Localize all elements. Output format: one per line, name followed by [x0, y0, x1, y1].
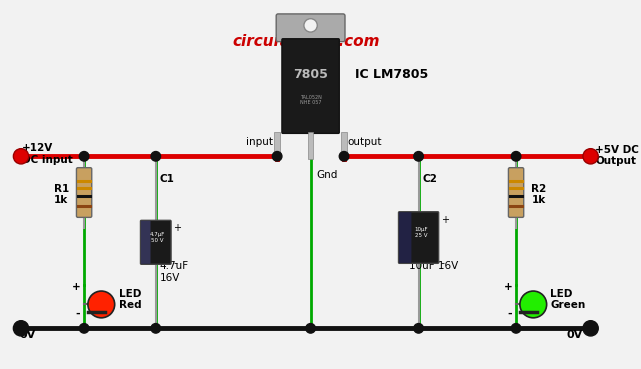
Text: circuit-ideas.com: circuit-ideas.com	[232, 34, 379, 49]
Circle shape	[512, 152, 521, 161]
Text: +: +	[440, 215, 449, 225]
Circle shape	[583, 321, 598, 336]
Text: -: -	[76, 309, 80, 319]
Text: +: +	[503, 282, 512, 293]
Circle shape	[79, 324, 89, 333]
FancyBboxPatch shape	[399, 212, 438, 263]
Text: Gnd: Gnd	[316, 170, 338, 180]
Circle shape	[306, 324, 315, 333]
Circle shape	[339, 152, 349, 161]
Text: output: output	[348, 137, 383, 147]
Circle shape	[414, 324, 423, 333]
Text: 0V: 0V	[19, 330, 35, 340]
FancyBboxPatch shape	[141, 221, 151, 264]
Circle shape	[520, 291, 547, 318]
Circle shape	[79, 152, 89, 161]
Text: 10uF 16V: 10uF 16V	[409, 261, 458, 272]
Text: 4.7µF
50 V: 4.7µF 50 V	[150, 232, 165, 243]
Circle shape	[272, 152, 282, 161]
Circle shape	[13, 149, 29, 164]
FancyBboxPatch shape	[508, 168, 524, 217]
Text: IC LM7805: IC LM7805	[354, 68, 428, 82]
FancyBboxPatch shape	[341, 132, 347, 159]
Circle shape	[583, 149, 598, 164]
Circle shape	[151, 324, 160, 333]
Text: R1
1k: R1 1k	[54, 184, 69, 205]
Circle shape	[414, 152, 423, 161]
Text: 7805: 7805	[293, 68, 328, 82]
FancyBboxPatch shape	[399, 212, 412, 263]
Text: -: -	[173, 259, 177, 269]
Text: 0V: 0V	[567, 330, 583, 340]
FancyBboxPatch shape	[76, 168, 92, 217]
Text: -: -	[440, 258, 445, 268]
Text: +: +	[72, 282, 80, 293]
FancyBboxPatch shape	[282, 39, 339, 133]
FancyBboxPatch shape	[308, 132, 313, 159]
Circle shape	[88, 291, 115, 318]
Text: 10µF
25 V: 10µF 25 V	[415, 227, 428, 238]
Text: input: input	[246, 137, 273, 147]
Text: +: +	[173, 223, 181, 233]
Text: -: -	[508, 309, 512, 319]
Circle shape	[512, 324, 521, 333]
Text: C2: C2	[422, 173, 437, 183]
FancyBboxPatch shape	[140, 220, 171, 264]
Text: TAL052N
NHE 057: TAL052N NHE 057	[299, 94, 322, 106]
Text: LED
Red: LED Red	[119, 289, 141, 310]
FancyBboxPatch shape	[276, 14, 345, 42]
FancyBboxPatch shape	[274, 132, 280, 159]
Text: 4.7uF
16V: 4.7uF 16V	[160, 261, 188, 283]
Text: +5V DC
Output: +5V DC Output	[595, 145, 639, 166]
Text: R2
1k: R2 1k	[531, 184, 547, 205]
Circle shape	[304, 19, 317, 32]
Circle shape	[13, 321, 29, 336]
Text: C1: C1	[160, 173, 174, 183]
Text: LED
Green: LED Green	[551, 289, 586, 310]
Circle shape	[151, 152, 160, 161]
Text: +12V
DC input: +12V DC input	[22, 143, 72, 165]
